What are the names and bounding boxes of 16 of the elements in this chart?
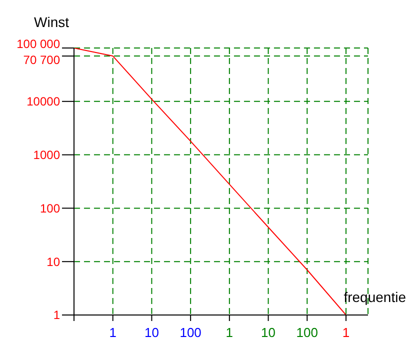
y-tick-label: 70 700 xyxy=(23,53,60,68)
x-tick-label: 1 xyxy=(109,325,116,340)
y-tick-label: 10000 xyxy=(26,94,60,109)
y-tick-label: 1000 xyxy=(33,148,60,162)
x-tick-label: 100 xyxy=(180,325,202,340)
y-axis-title: Winst xyxy=(34,14,69,30)
x-tick-label: 1 xyxy=(342,325,350,340)
x-tick-label: 10 xyxy=(144,325,159,340)
x-tick-label: 100 xyxy=(296,325,318,340)
y-tick-label: 100 000 xyxy=(16,37,60,52)
x-tick-label: 1 xyxy=(226,325,234,340)
y-tick-label: 10 xyxy=(46,254,60,269)
y-tick-label: 1 xyxy=(53,308,60,322)
y-tick-label: 100 xyxy=(40,201,60,216)
x-tick-label: 10 xyxy=(261,325,276,340)
x-axis-title: frequentie xyxy=(344,289,406,305)
